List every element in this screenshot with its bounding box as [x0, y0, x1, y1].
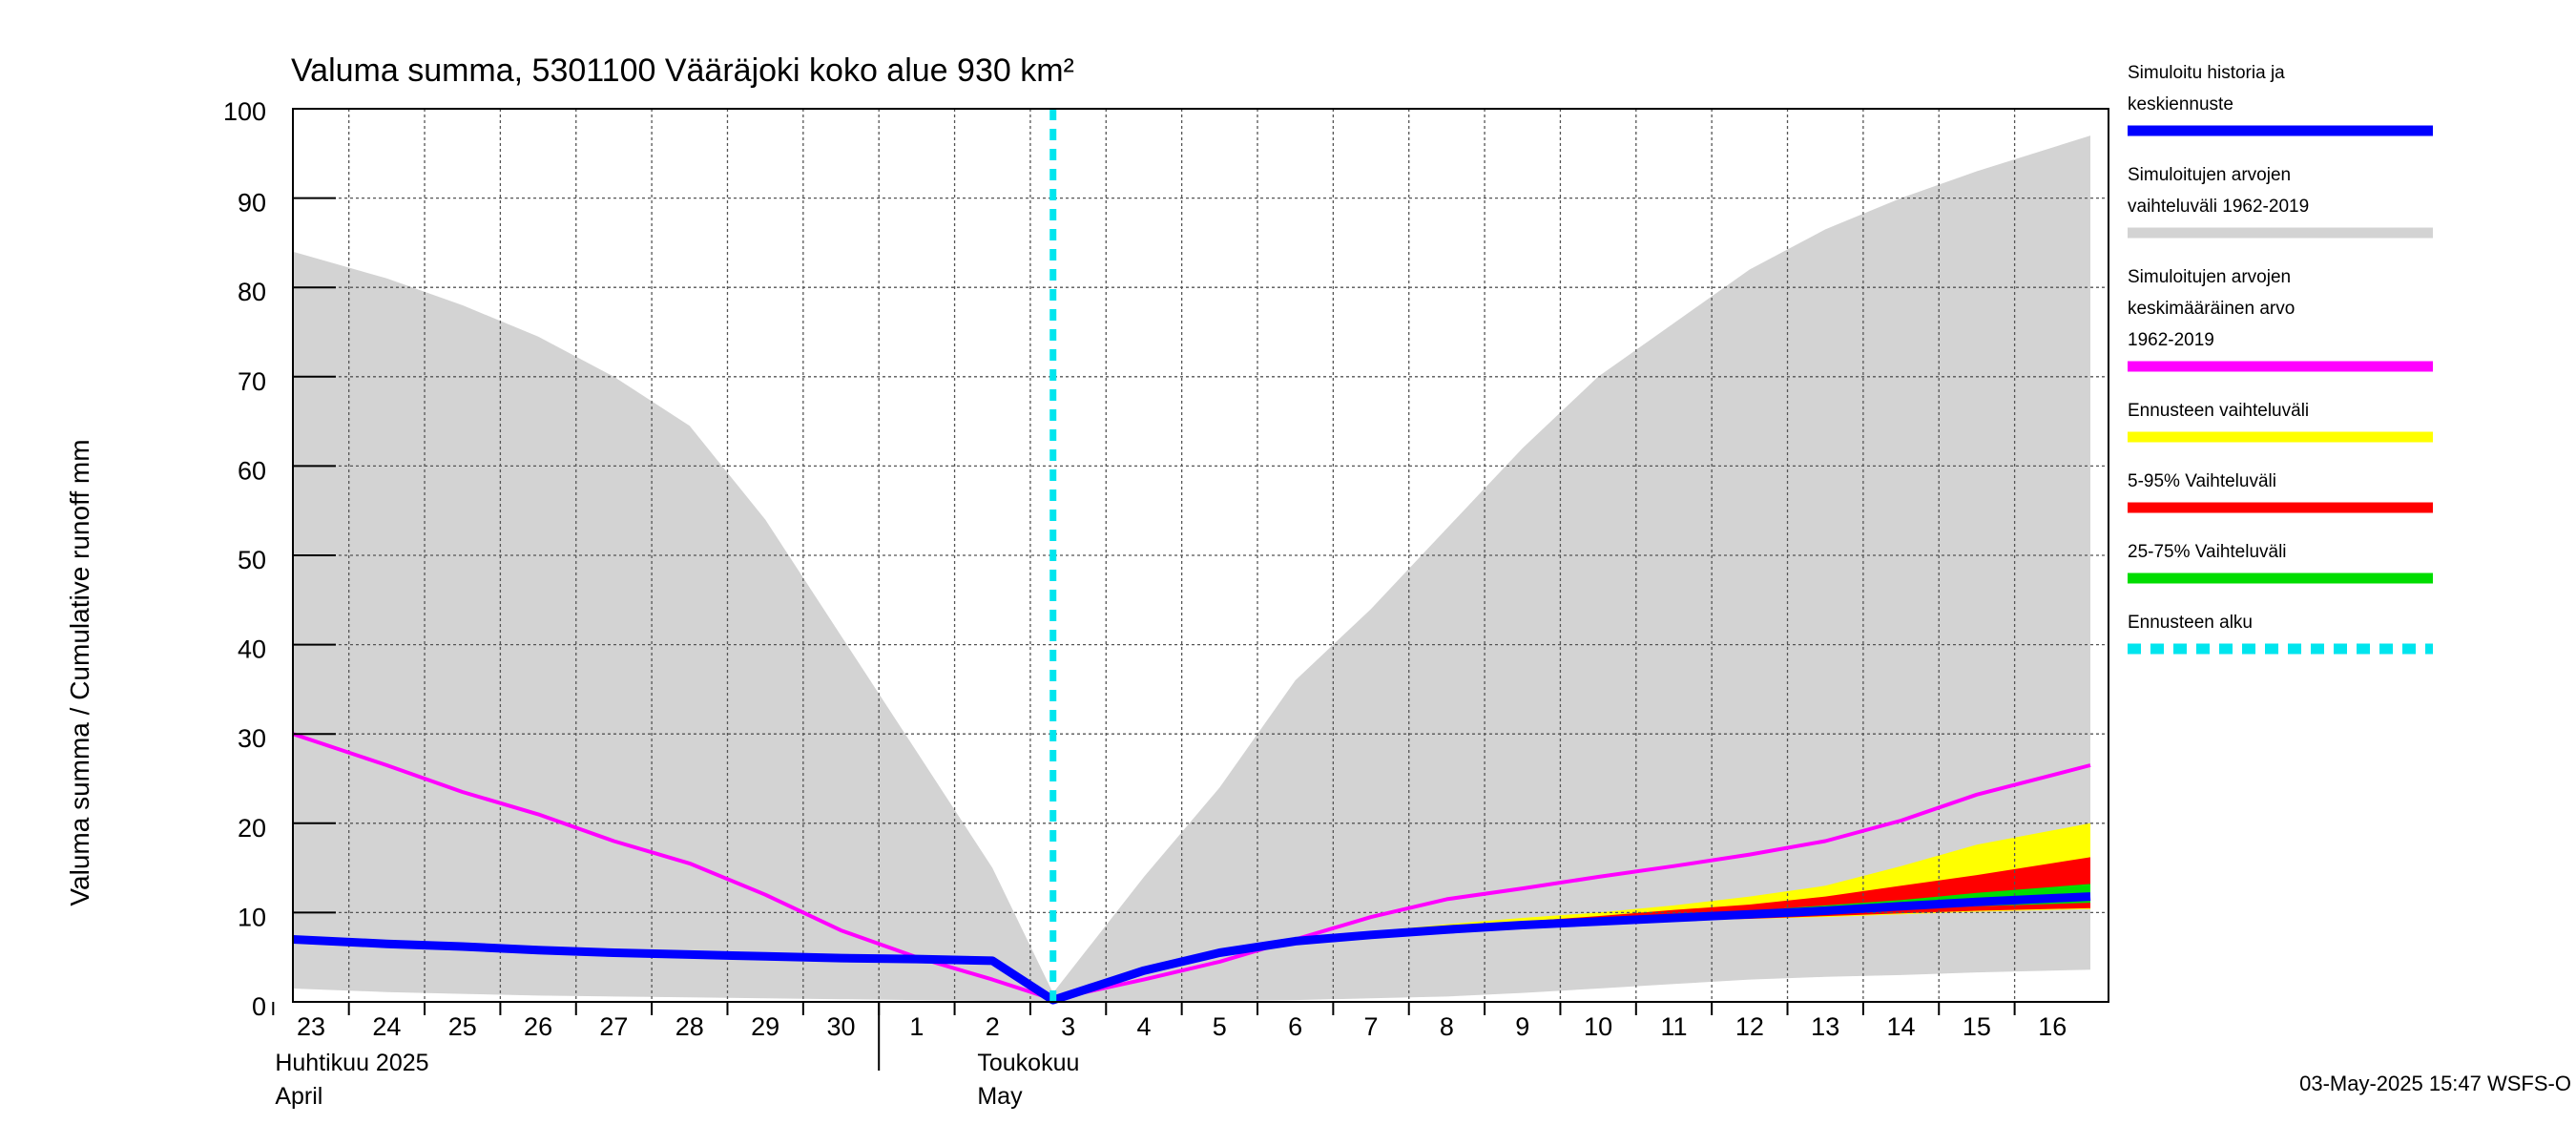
- band-series-0: [293, 135, 2090, 1003]
- x-tick-label-14: 7: [1364, 1012, 1379, 1041]
- x-tick-label-21: 14: [1887, 1012, 1916, 1041]
- x-tick-label-7: 30: [826, 1012, 855, 1041]
- timestamp: 03-May-2025 15:47 WSFS-O: [2299, 1072, 2571, 1095]
- band-series-3: [1052, 884, 2090, 1002]
- x-tick-label-8: 1: [909, 1012, 924, 1041]
- legend-text-2-1: keskimääräinen arvo: [2128, 299, 2295, 319]
- month-label-fi-1: Toukokuu: [977, 1050, 1079, 1076]
- text-layer: Valuma summa, 5301100 Vääräjoki koko alu…: [65, 52, 2571, 1110]
- y-tick-label-5: 50: [238, 546, 266, 574]
- legend-text-0-0: Simuloitu historia ja: [2128, 63, 2285, 83]
- y-tick-label-6: 60: [238, 456, 266, 485]
- x-tick-label-9: 2: [986, 1012, 1000, 1041]
- y-tick-label-9: 90: [238, 189, 266, 218]
- x-tick-label-17: 10: [1584, 1012, 1612, 1041]
- x-tick-label-18: 11: [1660, 1012, 1687, 1041]
- line-layer: [292, 109, 2091, 1005]
- line-series-5: [292, 892, 2091, 1005]
- month-label-en-1: May: [977, 1083, 1023, 1110]
- month-label-en-0: April: [275, 1083, 322, 1110]
- x-tick-label-23: 16: [2038, 1012, 2067, 1041]
- y-tick-label-2: 20: [238, 814, 266, 843]
- line-series-4: [292, 732, 2091, 1002]
- x-tick-label-10: 3: [1061, 1012, 1075, 1041]
- x-tick-label-22: 15: [1963, 1012, 1991, 1041]
- chart-title: Valuma summa, 5301100 Vääräjoki koko alu…: [291, 52, 1074, 89]
- legend-text-6-0: Ennusteen alku: [2128, 613, 2253, 633]
- y-tick-label-8: 80: [238, 278, 266, 306]
- y-tick-label-7: 70: [238, 367, 266, 396]
- x-tick-label-4: 27: [599, 1012, 628, 1041]
- x-tick-label-2: 25: [448, 1012, 477, 1041]
- y-tick-label-1: 10: [238, 903, 266, 931]
- x-tick-label-5: 28: [675, 1012, 704, 1041]
- x-tick-label-16: 9: [1515, 1012, 1529, 1041]
- x-tick-label-13: 6: [1288, 1012, 1302, 1041]
- x-tick-label-15: 8: [1440, 1012, 1454, 1041]
- x-tick-label-19: 12: [1735, 1012, 1764, 1041]
- x-tick-label-20: 13: [1811, 1012, 1839, 1041]
- legend-text-2-0: Simuloitujen arvojen: [2128, 267, 2291, 287]
- legend-text-2-2: 1962-2019: [2128, 330, 2214, 350]
- y-tick-label-4: 40: [238, 635, 266, 664]
- legend-text-1-0: Simuloitujen arvojen: [2128, 165, 2291, 185]
- month-label-fi-0: Huhtikuu 2025: [275, 1050, 428, 1076]
- legend-text-1-1: vaihteluväli 1962-2019: [2128, 197, 2309, 217]
- y-tick-label-10: 100: [223, 97, 266, 126]
- x-tick-label-1: 24: [372, 1012, 401, 1041]
- x-tick-label-3: 26: [524, 1012, 552, 1041]
- axes-layer: [272, 108, 2109, 1071]
- legend-text-4-0: 5-95% Vaihteluväli: [2128, 471, 2276, 491]
- legend: Simuloitu historia ja keskiennuste Simuloi…: [2128, 63, 2433, 655]
- y-tick-label-3: 30: [238, 724, 266, 753]
- legend-text-0-1: keskiennuste: [2128, 94, 2233, 114]
- band-layer: [293, 135, 2090, 1003]
- x-tick-label-12: 5: [1213, 1012, 1227, 1041]
- legend-text-5-0: 25-75% Vaihteluväli: [2128, 542, 2287, 562]
- legend-text-3-0: Ennusteen vaihteluväli: [2128, 401, 2309, 421]
- x-tick-label-0: 23: [297, 1012, 325, 1041]
- y-tick-label-0: 0: [252, 992, 266, 1021]
- x-tick-label-11: 4: [1136, 1012, 1151, 1041]
- y-axis-label: Valuma summa / Cumulative runoff mm: [65, 439, 94, 906]
- x-tick-label-6: 29: [751, 1012, 779, 1041]
